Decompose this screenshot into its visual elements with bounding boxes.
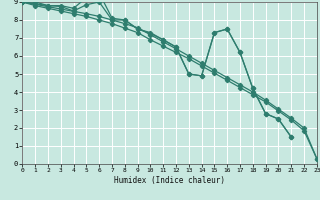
X-axis label: Humidex (Indice chaleur): Humidex (Indice chaleur): [114, 176, 225, 185]
